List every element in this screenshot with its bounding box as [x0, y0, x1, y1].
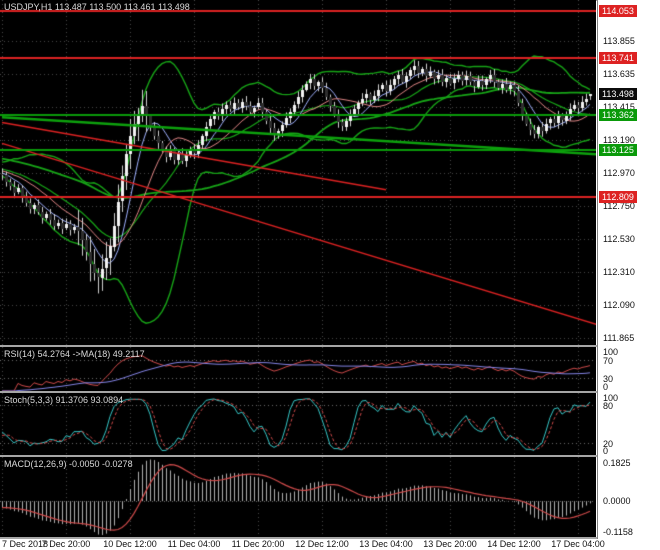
price-axis-tick: 0 [603, 446, 609, 456]
time-axis-label: 10 Dec 12:00 [103, 539, 157, 549]
price-axis-tick: 112.090 [603, 300, 635, 310]
price-axis-tick: 20 [603, 439, 614, 449]
price-level-badge: 113.125 [599, 144, 637, 156]
time-axis-label: 13 Dec 20:00 [423, 539, 477, 549]
time-axis-label: 11 Dec 04:00 [167, 539, 221, 549]
price-axis-tick: 113.855 [603, 36, 635, 46]
price-axis-tick: 80 [603, 401, 614, 411]
time-axis-label: 14 Dec 12:00 [487, 539, 541, 549]
rsi-panel: RSI(14) 54.2764 ->MA(18) 49.2117 [0, 347, 596, 391]
panel-separator[interactable] [0, 345, 660, 347]
price-level-badge: 112.809 [599, 191, 637, 203]
time-axis-label: 13 Dec 04:00 [359, 539, 413, 549]
price-axis-tick: 112.530 [603, 234, 635, 244]
main-chart-panel: USDJPY,H1 113.487 113.500 113.461 113.49… [0, 0, 596, 345]
macd-panel: MACD(12,26,9) -0.0050 -0.0278 [0, 457, 596, 537]
price-axis[interactable]: 113.855 113.635 113.415 113.190 112.970 112.7… [597, 0, 660, 550]
price-axis-tick: 0.1825 [603, 458, 631, 468]
stochastic-indicator-canvas[interactable] [0, 393, 596, 455]
price-axis-tick: 100 [603, 393, 619, 403]
time-axis[interactable]: 7 Dec 2018 7 Dec 20:00 10 Dec 12:00 11 Dec … [0, 539, 660, 550]
time-axis-label: 7 Dec 2018 [2, 539, 49, 549]
time-axis-label: 12 Dec 12:00 [295, 539, 349, 549]
price-level-badge: 113.498 [599, 88, 637, 100]
price-level-badge: 113.362 [599, 109, 637, 121]
price-axis-tick: 112.310 [603, 267, 635, 277]
time-axis-label: 7 Dec 20:00 [41, 539, 91, 549]
price-axis-tick: 113.635 [603, 69, 635, 79]
price-level-badge: 113.741 [599, 52, 637, 64]
price-axis-tick: 113.190 [603, 135, 635, 145]
price-axis-tick: 100 [603, 347, 619, 357]
main-price-chart-canvas[interactable] [0, 0, 596, 345]
price-axis-tick: 0 [603, 382, 609, 392]
stochastic-panel: Stoch(5,3,3) 91.3706 93.0894 [0, 393, 596, 455]
price-axis-tick: 30 [603, 374, 614, 384]
panel-separator[interactable] [0, 391, 660, 393]
price-axis-tick: 112.970 [603, 168, 635, 178]
macd-indicator-canvas[interactable] [0, 457, 596, 537]
price-axis-tick: 111.865 [603, 333, 635, 343]
price-axis-tick: -0.1158 [603, 527, 633, 537]
price-level-badge: 114.053 [599, 5, 637, 17]
price-axis-tick: 0.0000 [603, 496, 631, 506]
price-axis-tick: 70 [603, 356, 614, 366]
rsi-indicator-canvas[interactable] [0, 347, 596, 391]
price-axis-tick: 112.750 [603, 201, 635, 211]
time-axis-label: 11 Dec 20:00 [231, 539, 285, 549]
panel-separator[interactable] [0, 455, 660, 457]
price-axis-tick: 113.415 [603, 102, 635, 112]
time-axis-label: 17 Dec 04:00 [551, 539, 605, 549]
panel-separator[interactable] [0, 537, 660, 539]
